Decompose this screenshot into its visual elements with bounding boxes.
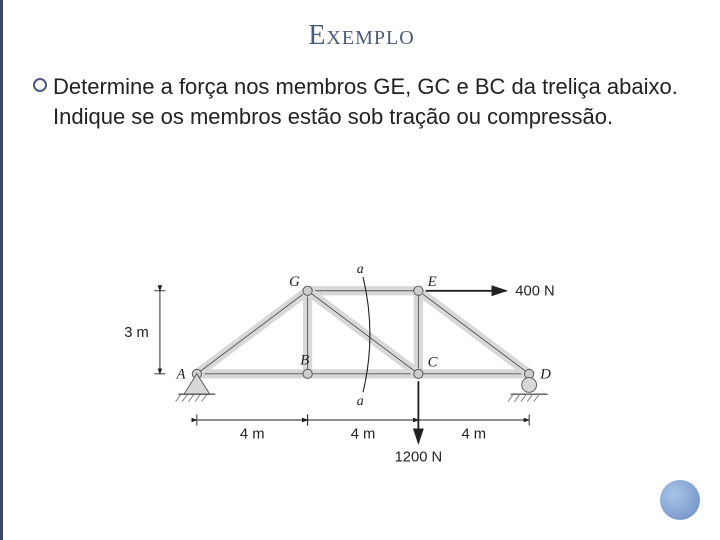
svg-text:C: C xyxy=(428,354,438,370)
body-text: Determine a força nos membros GE, GC e B… xyxy=(3,62,720,131)
svg-text:4 m: 4 m xyxy=(240,426,265,442)
svg-text:A: A xyxy=(176,366,187,382)
svg-text:a: a xyxy=(357,261,364,276)
svg-text:B: B xyxy=(300,353,309,369)
bullet-icon xyxy=(33,78,47,92)
svg-text:1200 N: 1200 N xyxy=(395,450,443,466)
decorative-circle xyxy=(660,480,700,520)
svg-text:D: D xyxy=(539,366,551,382)
svg-text:E: E xyxy=(427,274,437,290)
page-title: Exemplo xyxy=(3,0,720,62)
svg-text:G: G xyxy=(289,274,300,290)
svg-text:3 m: 3 m xyxy=(124,325,149,341)
svg-text:4 m: 4 m xyxy=(461,426,486,442)
svg-text:400 N: 400 N xyxy=(515,283,554,299)
truss-diagram: A B C D G Ea a 3 m 4 m 4 m 4 m 400 N 1200 N xyxy=(123,220,603,500)
body-text-content: Determine a força nos membros GE, GC e B… xyxy=(53,74,678,129)
svg-text:a: a xyxy=(357,393,364,408)
svg-text:4 m: 4 m xyxy=(351,426,376,442)
